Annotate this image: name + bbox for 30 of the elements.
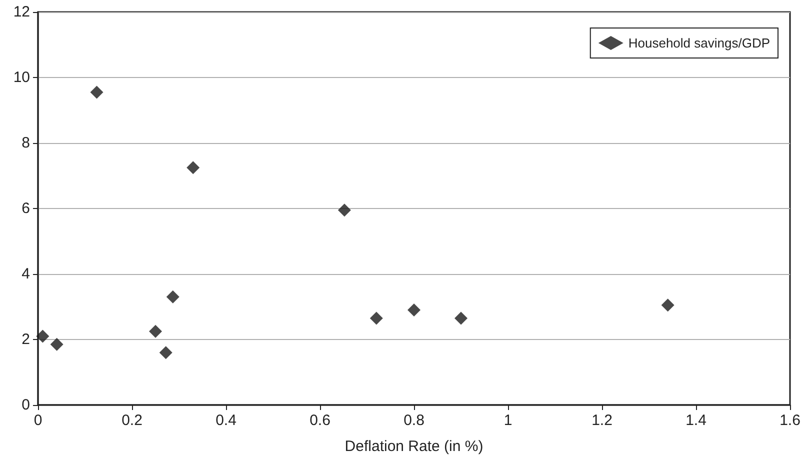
x-tick-label: 0 (34, 412, 42, 429)
y-tick-label: 0 (22, 396, 30, 414)
y-tick-label: 6 (22, 200, 30, 217)
y-tick-label: 8 (22, 134, 30, 152)
point (186, 161, 200, 174)
y-tick-label: 12 (13, 4, 30, 20)
x-tick-label: 1.6 (780, 412, 800, 429)
x-tick-label: 0.2 (122, 412, 142, 429)
legend-label: Household savings/GDP (628, 36, 770, 50)
point (408, 304, 420, 317)
y-tick-label: 10 (13, 69, 30, 86)
point (50, 338, 64, 351)
x-tick-label: 0.8 (404, 412, 424, 429)
point (36, 330, 50, 343)
x-tick-label: 0.6 (310, 412, 330, 429)
point (338, 204, 351, 217)
x-tick-label: 1 (504, 412, 512, 429)
point (149, 324, 162, 338)
y-tick-label: 2 (22, 331, 30, 348)
point (159, 346, 172, 360)
y-tick-label: 4 (22, 266, 30, 282)
point (166, 290, 180, 304)
point (90, 86, 104, 99)
x-tick-label: 1.2 (592, 412, 612, 429)
x-tick-label: 0.4 (216, 412, 236, 429)
point (370, 312, 383, 325)
point (661, 298, 674, 312)
point (454, 312, 468, 325)
x-tick-label: 1.4 (686, 412, 706, 429)
x-axis-title: Deflation Rate (in %) (344, 438, 484, 455)
